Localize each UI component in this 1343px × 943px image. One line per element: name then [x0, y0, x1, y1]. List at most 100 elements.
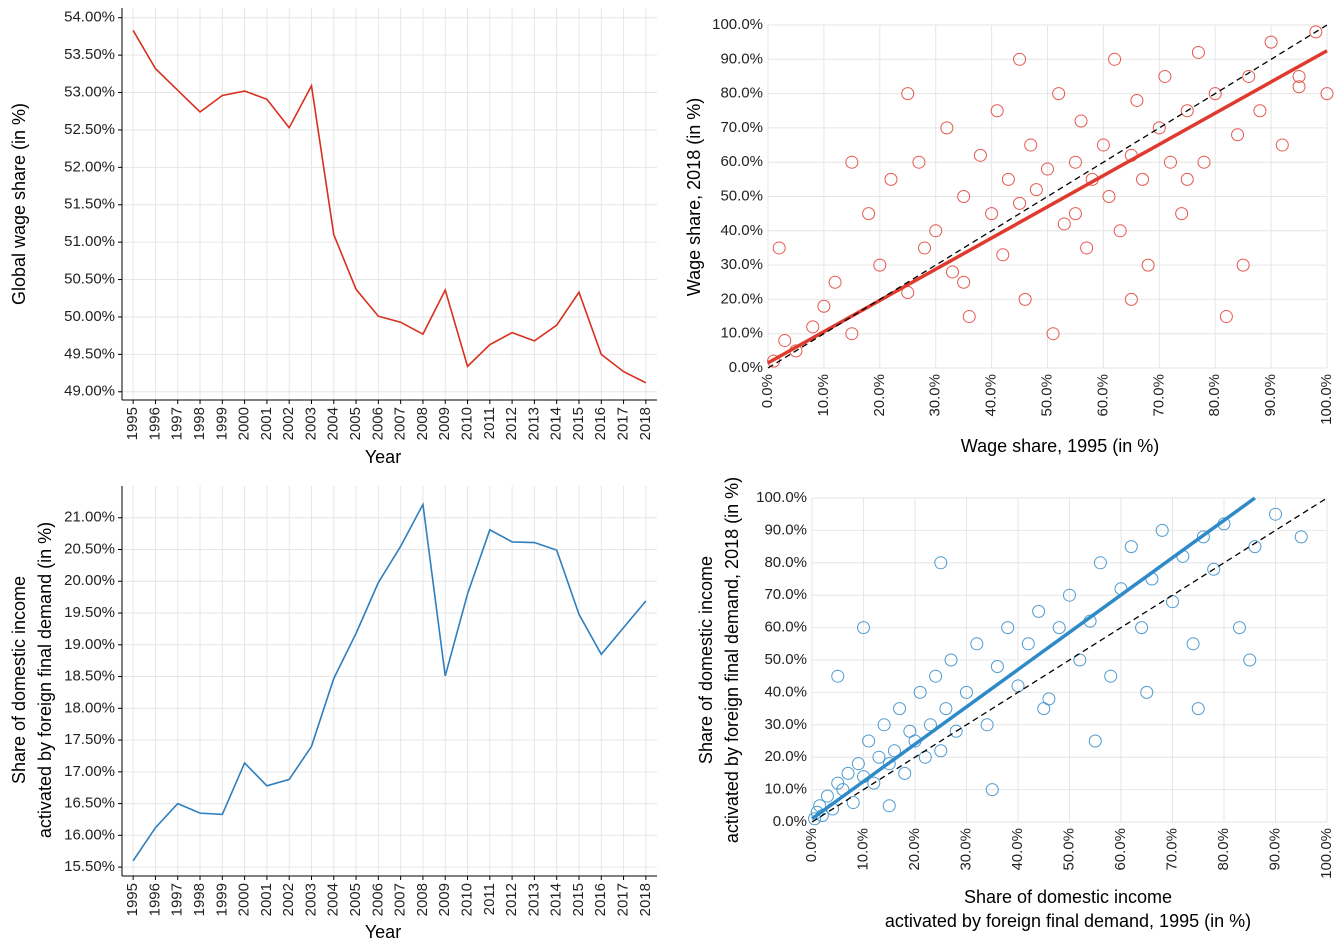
- point: [1158, 69, 1172, 83]
- point: [1057, 217, 1071, 231]
- point: [1231, 128, 1245, 142]
- point: [1063, 588, 1076, 602]
- point: [962, 310, 976, 324]
- x-tick-label: 2013: [525, 407, 542, 440]
- x-tick-label: 2006: [369, 883, 386, 916]
- point: [1124, 292, 1138, 306]
- point: [1248, 540, 1262, 554]
- point: [960, 685, 973, 699]
- x-tick-label: 2005: [347, 883, 364, 916]
- point: [1088, 734, 1102, 748]
- point: [1175, 207, 1189, 221]
- x-tick-label: 30.0%: [957, 828, 974, 871]
- point: [1292, 69, 1306, 83]
- x-tick-label: 2009: [436, 883, 453, 916]
- x-tick-label: 100.0%: [1318, 828, 1335, 879]
- point: [990, 659, 1004, 673]
- y-tick-label: 50.0%: [720, 187, 763, 204]
- point: [1073, 653, 1087, 667]
- y-tick-label: 19.00%: [64, 636, 115, 653]
- point: [912, 155, 926, 169]
- x-axis-title: Year: [365, 447, 401, 467]
- y-tick-label: 40.0%: [720, 222, 763, 239]
- point: [1124, 540, 1138, 554]
- point: [957, 275, 971, 289]
- point: [851, 757, 865, 771]
- x-tick-label: 2011: [481, 407, 498, 439]
- point: [990, 104, 1004, 118]
- x-tick-label: 2017: [615, 407, 632, 440]
- point: [1292, 80, 1306, 94]
- point: [1219, 310, 1233, 324]
- x-tick-label: 2008: [414, 883, 431, 916]
- point: [913, 685, 927, 699]
- y-tick-label: 18.50%: [64, 668, 115, 685]
- point: [873, 258, 887, 272]
- point: [939, 702, 953, 716]
- point: [820, 789, 834, 803]
- x-tick-label: 2003: [302, 883, 319, 916]
- x-tick-label: 90.0%: [1266, 828, 1283, 871]
- point: [970, 637, 984, 651]
- point: [985, 207, 999, 221]
- point: [934, 556, 948, 570]
- x-tick-label: 2016: [592, 407, 609, 440]
- point: [831, 669, 845, 683]
- y-tick-label: 51.00%: [64, 233, 115, 250]
- y-axis-title: Share of domestic income: [696, 556, 716, 764]
- point: [845, 155, 859, 169]
- line: [132, 30, 647, 384]
- x-tick-label: 2014: [548, 883, 565, 916]
- y-tick-label: 30.0%: [764, 716, 807, 733]
- x-tick-label: 1997: [169, 407, 186, 440]
- y-tick-label: 17.00%: [64, 763, 115, 780]
- x-axis-title: activated by foreign final demand, 1995 …: [885, 911, 1251, 931]
- x-tick-label: 2001: [258, 407, 275, 440]
- x-tick-label: 20.0%: [871, 374, 888, 417]
- point: [1096, 138, 1110, 152]
- point: [1108, 52, 1122, 66]
- y-tick-label: 30.0%: [720, 256, 763, 273]
- point: [841, 766, 855, 780]
- point: [1236, 258, 1250, 272]
- point: [1093, 556, 1107, 570]
- x-tick-label: 2018: [637, 407, 654, 440]
- x-tick-label: 80.0%: [1206, 374, 1223, 417]
- y-tick-label: 17.50%: [64, 731, 115, 748]
- point: [887, 744, 901, 758]
- point: [845, 327, 859, 341]
- point: [884, 172, 898, 186]
- y-tick-label: 54.00%: [64, 9, 115, 26]
- x-axis-title: Share of domestic income: [964, 887, 1172, 907]
- fit-line: [810, 496, 1256, 821]
- point: [1024, 138, 1038, 152]
- x-tick-label: 2015: [570, 883, 587, 916]
- x-axis-title: Wage share, 1995 (in %): [961, 436, 1159, 456]
- point: [1130, 93, 1144, 107]
- y-tick-label: 52.00%: [64, 158, 115, 175]
- x-tick-label: 2000: [236, 407, 253, 440]
- y-tick-label: 52.50%: [64, 121, 115, 138]
- y-tick-label: 0.0%: [729, 359, 763, 376]
- point: [867, 776, 881, 790]
- point: [1052, 87, 1066, 101]
- x-tick-label: 2010: [458, 883, 475, 916]
- x-tick-label: 70.0%: [1163, 828, 1180, 871]
- point: [1032, 604, 1046, 618]
- x-tick-label: 80.0%: [1215, 828, 1232, 871]
- y-axis-title: activated by foreign final demand, 2018 …: [722, 477, 742, 843]
- x-tick-label: 2000: [236, 883, 253, 916]
- y-tick-label: 19.50%: [64, 604, 115, 621]
- point: [1191, 45, 1205, 59]
- point: [1046, 327, 1060, 341]
- point: [918, 241, 932, 255]
- point: [1191, 702, 1205, 716]
- point: [862, 207, 876, 221]
- y-tick-label: 80.0%: [764, 554, 807, 571]
- x-tick-label: 90.0%: [1262, 374, 1279, 417]
- y-tick-label: 18.00%: [64, 699, 115, 716]
- x-tick-label: 2007: [392, 883, 409, 916]
- y-tick-label: 90.0%: [720, 50, 763, 67]
- y-tick-label: 0.0%: [773, 813, 807, 830]
